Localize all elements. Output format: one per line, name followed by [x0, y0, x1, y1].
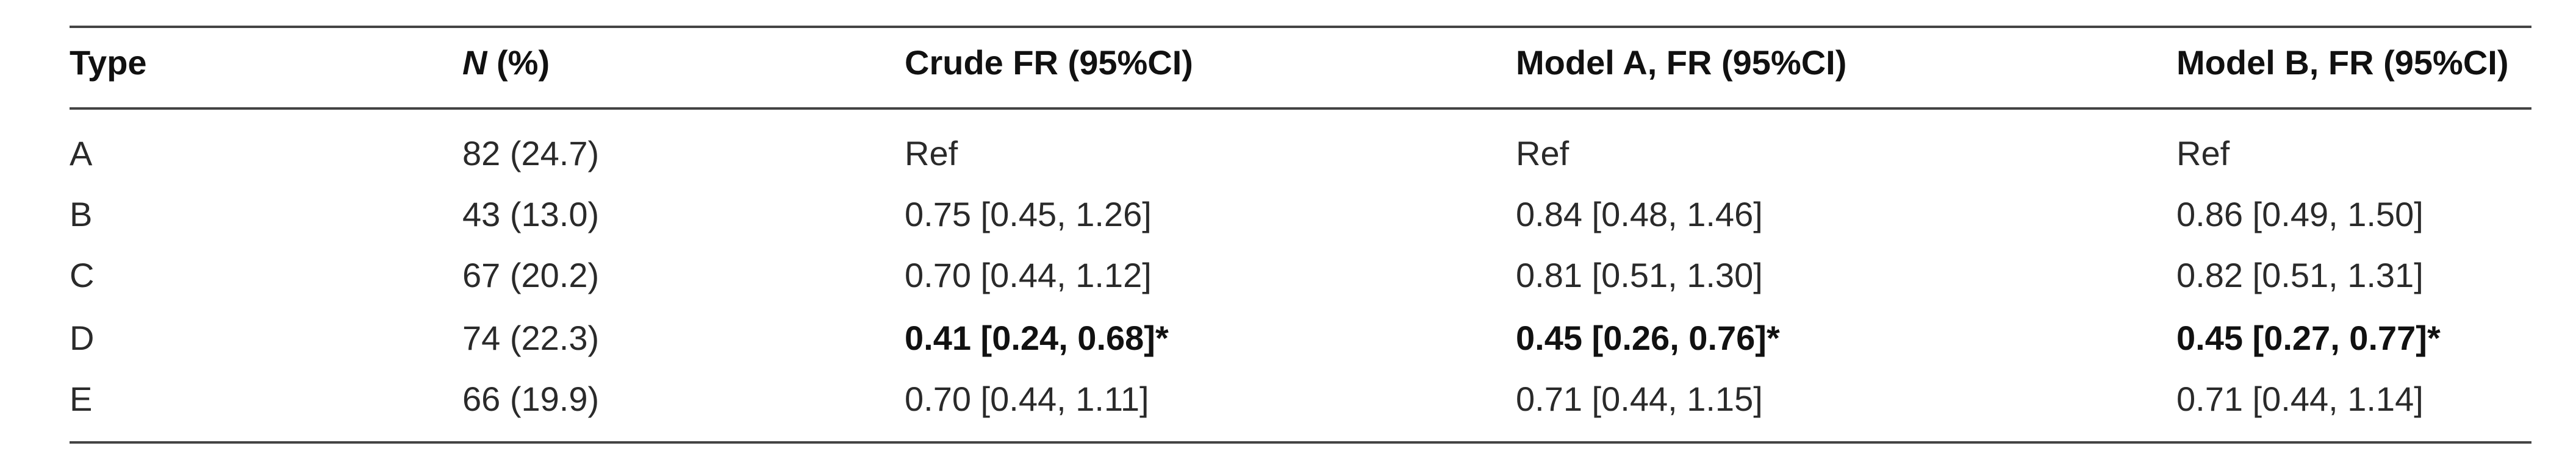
- cell-model-b: 0.82 [0.51, 1.31]: [2176, 256, 2424, 294]
- cell-n: 66 (19.9): [462, 380, 600, 418]
- cell-model-b: 0.45 [0.27, 0.77]*: [2176, 319, 2441, 357]
- header-n-symbol: N: [462, 43, 487, 82]
- cell-model-a: 0.45 [0.26, 0.76]*: [1516, 319, 1780, 357]
- top-rule: [70, 26, 2531, 28]
- header-rule: [70, 107, 2531, 110]
- table-row: D 74 (22.3) 0.41 [0.24, 0.68]* 0.45 [0.26, …: [0, 308, 2576, 369]
- cell-type: D: [70, 319, 95, 357]
- cell-n: 74 (22.3): [462, 319, 600, 357]
- cell-n: 82 (24.7): [462, 134, 600, 172]
- header-n-percent: (%): [487, 43, 550, 82]
- cell-model-b: 0.71 [0.44, 1.14]: [2176, 380, 2424, 418]
- header-type: Type: [70, 43, 147, 82]
- table-row: E 66 (19.9) 0.70 [0.44, 1.11] 0.71 [0.44, 1…: [0, 369, 2576, 430]
- cell-model-a: 0.71 [0.44, 1.15]: [1516, 380, 1763, 418]
- cell-crude: Ref: [905, 134, 958, 172]
- cell-model-a: 0.84 [0.48, 1.46]: [1516, 195, 1763, 233]
- cell-crude: 0.70 [0.44, 1.12]: [905, 256, 1152, 294]
- cell-model-a: Ref: [1516, 134, 1570, 172]
- cell-type: B: [70, 195, 93, 233]
- cell-model-a: 0.81 [0.51, 1.30]: [1516, 256, 1763, 294]
- header-model-b: Model B, FR (95%CI): [2176, 43, 2509, 82]
- cell-model-b: 0.86 [0.49, 1.50]: [2176, 195, 2424, 233]
- cell-model-b: Ref: [2176, 134, 2230, 172]
- cell-crude: 0.41 [0.24, 0.68]*: [905, 319, 1169, 357]
- header-crude: Crude FR (95%CI): [905, 43, 1193, 82]
- cell-crude: 0.75 [0.45, 1.26]: [905, 195, 1152, 233]
- table-row: A 82 (24.7) Ref Ref Ref: [0, 123, 2576, 184]
- bottom-rule: [70, 441, 2531, 444]
- cell-type: A: [70, 134, 93, 172]
- cell-type: C: [70, 256, 95, 294]
- cell-n: 67 (20.2): [462, 256, 600, 294]
- table-row: C 67 (20.2) 0.70 [0.44, 1.12] 0.81 [0.51, 1…: [0, 245, 2576, 306]
- table-header: Type N (%) Crude FR (95%CI) Model A, FR …: [0, 32, 2576, 93]
- cell-n: 43 (13.0): [462, 195, 600, 233]
- cell-crude: 0.70 [0.44, 1.11]: [905, 380, 1149, 418]
- header-n: N (%): [462, 32, 550, 93]
- table-row: B 43 (13.0) 0.75 [0.45, 1.26] 0.84 [0.48, 1…: [0, 184, 2576, 245]
- header-model-a: Model A, FR (95%CI): [1516, 43, 1847, 82]
- cell-type: E: [70, 380, 93, 418]
